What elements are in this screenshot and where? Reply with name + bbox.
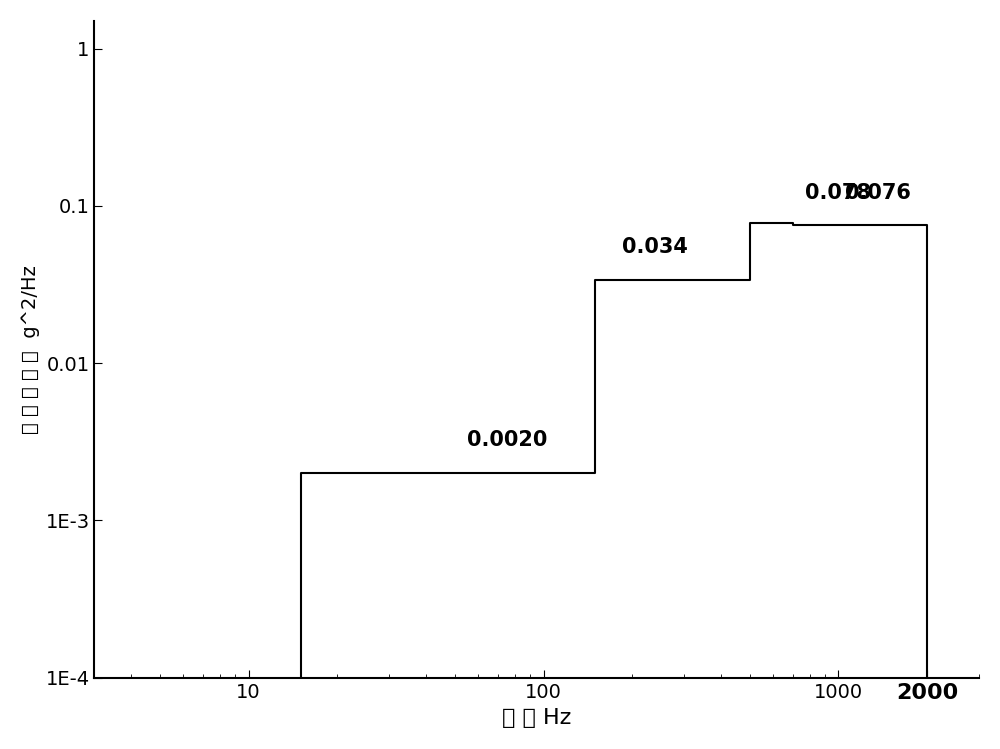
Text: 0.078: 0.078 (805, 183, 871, 202)
Text: 0.034: 0.034 (622, 237, 688, 258)
Text: 0.076: 0.076 (845, 183, 911, 202)
X-axis label: 频 率 Hz: 频 率 Hz (502, 708, 571, 728)
Y-axis label: 功 率 谱 密 度  g^2/Hz: 功 率 谱 密 度 g^2/Hz (21, 265, 40, 434)
Text: 0.0020: 0.0020 (467, 430, 547, 450)
